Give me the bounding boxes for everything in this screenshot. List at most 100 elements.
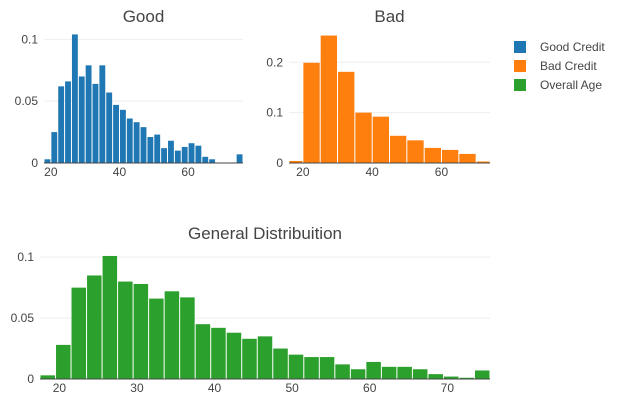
bar[interactable]: [174, 150, 181, 163]
bar[interactable]: [320, 35, 338, 164]
x-tick-label: 20: [44, 165, 58, 179]
bar[interactable]: [44, 159, 51, 163]
y-tick-label: 0: [27, 372, 34, 386]
y-tick-label: 0.05: [15, 94, 39, 108]
bar[interactable]: [443, 376, 459, 379]
x-tick-label: 20: [53, 381, 67, 395]
legend-item[interactable]: Overall Age: [514, 78, 602, 92]
bar[interactable]: [257, 336, 273, 379]
bar[interactable]: [236, 154, 243, 163]
bar[interactable]: [390, 135, 407, 163]
bar[interactable]: [355, 112, 372, 163]
bar[interactable]: [350, 369, 366, 379]
x-tick-label: 40: [365, 165, 379, 179]
x-tick-label: 60: [435, 165, 449, 179]
bar[interactable]: [133, 283, 149, 379]
bar[interactable]: [147, 137, 154, 163]
bar[interactable]: [441, 149, 459, 163]
bar[interactable]: [40, 375, 56, 379]
bar[interactable]: [113, 104, 119, 163]
bar[interactable]: [161, 148, 168, 163]
bar[interactable]: [71, 34, 78, 163]
bar[interactable]: [289, 160, 303, 163]
bar[interactable]: [164, 291, 180, 379]
bar[interactable]: [133, 122, 140, 163]
bar[interactable]: [366, 361, 381, 379]
chart-title: Bad: [374, 7, 404, 26]
bar[interactable]: [319, 357, 335, 379]
legend-swatch: [514, 79, 526, 91]
x-tick-label: 30: [130, 381, 144, 395]
chart-good: 0 0.05 0.1 20 40 60 Good: [15, 7, 243, 179]
bar[interactable]: [211, 327, 226, 379]
bar[interactable]: [209, 159, 216, 163]
bar[interactable]: [476, 161, 490, 163]
bar[interactable]: [71, 287, 87, 379]
bar[interactable]: [195, 145, 202, 163]
chart-bad: 0 0.1 0.2 20 40 60 Bad: [266, 7, 490, 179]
bar[interactable]: [181, 146, 188, 163]
bar[interactable]: [459, 153, 476, 163]
x-tick-label: 40: [113, 165, 127, 179]
x-tick-label: 20: [296, 165, 310, 179]
legend-item[interactable]: Bad Credit: [514, 59, 597, 73]
bar[interactable]: [118, 281, 133, 379]
bar[interactable]: [119, 109, 126, 163]
bar[interactable]: [149, 298, 164, 379]
bar[interactable]: [58, 86, 65, 163]
legend-item[interactable]: Good Credit: [514, 40, 605, 54]
bar[interactable]: [56, 344, 71, 379]
bar[interactable]: [154, 134, 161, 163]
x-tick-label: 50: [285, 381, 299, 395]
y-tick-label: 0.1: [17, 250, 34, 264]
bar[interactable]: [99, 65, 106, 163]
bar[interactable]: [242, 338, 257, 379]
legend-swatch: [514, 41, 526, 53]
bar[interactable]: [459, 377, 474, 379]
bar[interactable]: [140, 127, 147, 163]
bar[interactable]: [78, 76, 85, 163]
bar[interactable]: [87, 275, 102, 379]
y-tick-label: 0.1: [21, 32, 38, 46]
bar[interactable]: [428, 374, 443, 379]
bar[interactable]: [51, 132, 58, 163]
bar[interactable]: [273, 348, 288, 379]
legend-swatch: [514, 60, 526, 72]
bar[interactable]: [335, 364, 350, 379]
legend: Good Credit Bad Credit Overall Age: [514, 40, 605, 92]
y-tick-label: 0.05: [11, 311, 35, 325]
bar[interactable]: [288, 354, 304, 379]
bar[interactable]: [65, 81, 71, 163]
bar[interactable]: [424, 147, 441, 163]
x-tick-label: 60: [181, 165, 195, 179]
legend-label: Overall Age: [540, 78, 602, 92]
bar[interactable]: [102, 255, 118, 379]
bar[interactable]: [92, 83, 99, 163]
bar[interactable]: [381, 366, 397, 379]
bar[interactable]: [304, 357, 319, 379]
bar[interactable]: [338, 71, 355, 163]
bar[interactable]: [85, 65, 92, 163]
bar[interactable]: [474, 370, 490, 379]
x-tick-label: 60: [363, 381, 377, 395]
bar[interactable]: [188, 143, 195, 163]
x-tick-label: 40: [208, 381, 222, 395]
chart-title: General Distribuition: [188, 224, 342, 243]
bar[interactable]: [397, 366, 412, 379]
legend-label: Good Credit: [540, 40, 605, 54]
bar[interactable]: [202, 156, 209, 163]
y-tick-label: 0.2: [266, 55, 283, 69]
bar[interactable]: [372, 116, 389, 163]
chart-title: Good: [123, 7, 165, 26]
bar[interactable]: [226, 332, 242, 379]
legend-label: Bad Credit: [540, 59, 597, 73]
bar[interactable]: [412, 369, 428, 379]
bar[interactable]: [106, 92, 113, 163]
bar[interactable]: [407, 140, 424, 163]
bar[interactable]: [180, 297, 195, 379]
bar[interactable]: [195, 324, 211, 379]
bar[interactable]: [168, 140, 174, 163]
bar[interactable]: [126, 118, 133, 163]
bar[interactable]: [303, 62, 320, 163]
